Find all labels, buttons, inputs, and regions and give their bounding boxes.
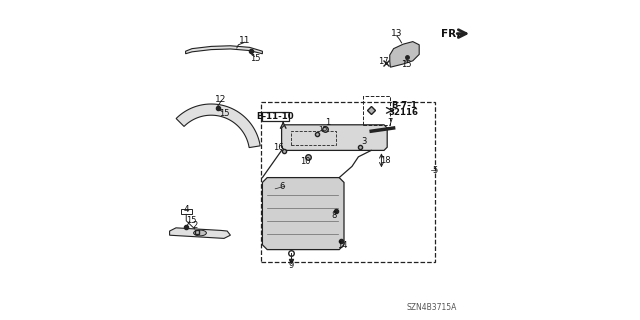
Text: 15: 15 (219, 109, 229, 118)
Polygon shape (176, 104, 260, 148)
Text: 15: 15 (250, 54, 260, 63)
Text: FR.: FR. (441, 28, 460, 39)
Text: 15: 15 (401, 60, 412, 68)
Text: B-11-10: B-11-10 (257, 112, 294, 121)
Text: 18: 18 (380, 156, 391, 165)
Text: 7: 7 (387, 118, 392, 127)
Text: 3: 3 (362, 137, 367, 146)
Text: 1: 1 (324, 118, 330, 127)
Ellipse shape (193, 230, 206, 236)
Text: 32116: 32116 (389, 108, 419, 116)
Text: 14: 14 (337, 241, 348, 250)
Text: B-7-1: B-7-1 (391, 101, 417, 110)
Text: 13: 13 (391, 29, 403, 38)
Text: 8: 8 (332, 211, 337, 220)
Text: 16: 16 (273, 143, 284, 152)
Bar (291, 131, 336, 145)
PathPatch shape (170, 228, 230, 238)
Bar (262, 112, 289, 121)
PathPatch shape (186, 46, 262, 54)
PathPatch shape (282, 125, 387, 150)
Text: 10: 10 (300, 157, 311, 166)
Text: 2: 2 (192, 221, 197, 230)
Text: 11: 11 (239, 36, 250, 44)
Text: 9: 9 (289, 261, 294, 270)
Text: 17: 17 (378, 57, 388, 66)
Text: 15: 15 (318, 126, 327, 132)
Bar (364, 96, 390, 125)
PathPatch shape (262, 178, 344, 250)
Text: SZN4B3715A: SZN4B3715A (407, 303, 457, 312)
Text: 5: 5 (432, 166, 437, 175)
Text: 6: 6 (280, 182, 285, 191)
Text: 4: 4 (184, 205, 189, 214)
Bar (261, 102, 435, 262)
Text: 15: 15 (186, 216, 196, 225)
PathPatch shape (390, 42, 419, 67)
Bar (181, 209, 192, 214)
Text: 12: 12 (215, 95, 227, 104)
